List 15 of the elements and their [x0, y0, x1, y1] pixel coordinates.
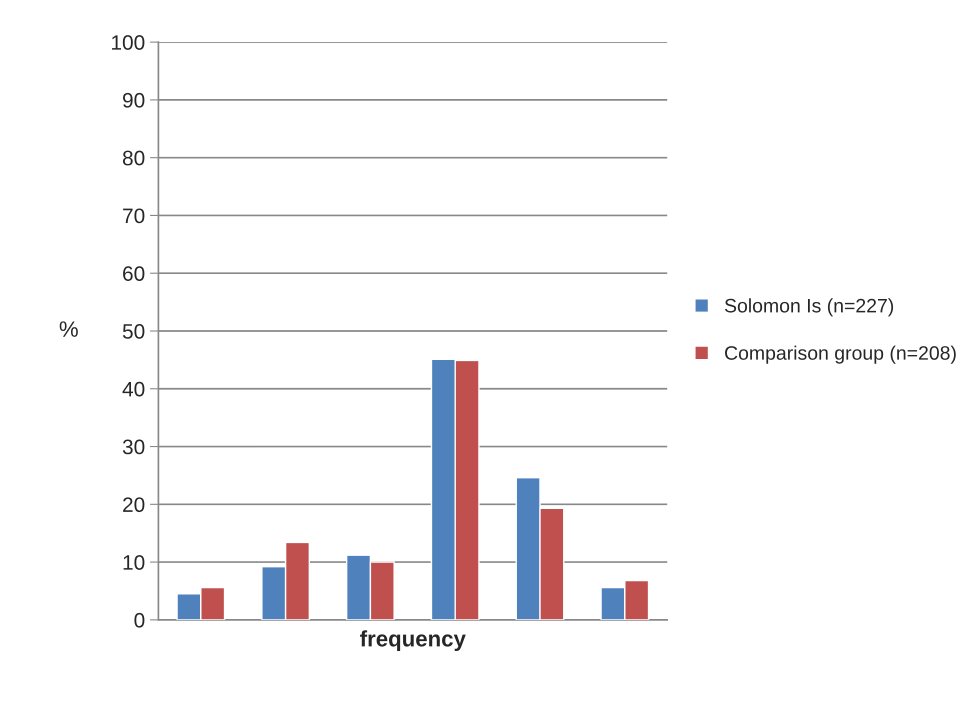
y-tick-label: 30: [122, 440, 144, 454]
y-tick-label: 10: [124, 555, 144, 570]
x-axis-title: frequency: [360, 630, 466, 651]
y-tick-label: 50: [122, 324, 144, 339]
y-tick-label: 60: [123, 266, 144, 281]
y-tick-label: 70: [123, 208, 144, 224]
y-tick-label: 80: [122, 150, 144, 166]
y-tick-label: 90: [123, 92, 144, 108]
y-tick-label: 0: [134, 612, 144, 628]
y-tick-label: 100: [112, 35, 144, 50]
legend-label: Comparison group (n=208): [725, 346, 956, 364]
y-tick-label: 40: [122, 382, 144, 397]
y-tick-label: 20: [123, 497, 144, 512]
legend-label: Solomon Is (n=227): [724, 298, 894, 316]
y-axis-title: %: [60, 321, 78, 337]
